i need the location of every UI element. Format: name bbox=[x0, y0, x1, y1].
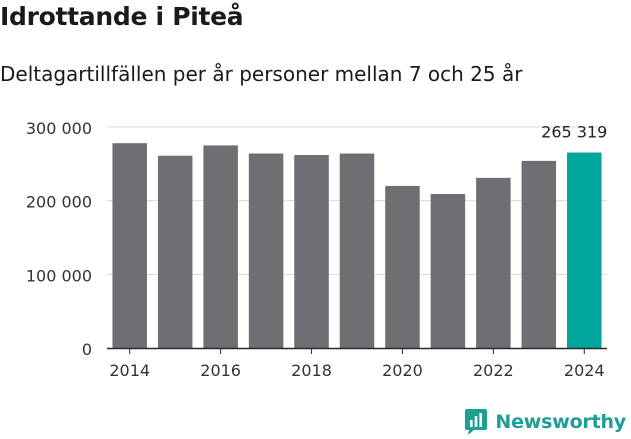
x-tick-label: 2014 bbox=[109, 361, 150, 380]
bar-2017 bbox=[248, 153, 284, 348]
brand-logo[interactable]: Newsworthy bbox=[463, 405, 626, 439]
x-tick-label: 2018 bbox=[291, 361, 332, 380]
chart-subtitle: Deltagartillfällen per år personer mella… bbox=[0, 62, 523, 86]
highlight-data-label: 265 319 bbox=[541, 123, 607, 142]
brand-name: Newsworthy bbox=[495, 411, 626, 433]
bar-2016 bbox=[203, 145, 238, 348]
newsworthy-logo-icon bbox=[465, 409, 488, 435]
bar-2021 bbox=[430, 194, 466, 348]
x-tick-label: 2016 bbox=[200, 361, 241, 380]
bar-2015 bbox=[157, 155, 193, 348]
x-tick-label: 2020 bbox=[382, 361, 423, 380]
x-tick-label: 2022 bbox=[473, 361, 514, 380]
y-tick-label: 300 000 bbox=[26, 119, 92, 138]
bar-2014 bbox=[112, 143, 147, 348]
bar-2022 bbox=[476, 177, 511, 348]
x-tick-label: 2024 bbox=[564, 361, 605, 380]
bar-2023 bbox=[521, 160, 557, 348]
bar-2018 bbox=[294, 154, 329, 348]
chart-title: Idrottande i Piteå bbox=[0, 2, 244, 31]
y-tick-label: 100 000 bbox=[26, 266, 92, 285]
bar-chart: 0 100 000 200 000 300 000 2014 2016 2018 2020 20… bbox=[26, 119, 608, 380]
bar-2020 bbox=[385, 185, 420, 348]
bar-2024 bbox=[567, 152, 602, 348]
y-tick-label: 200 000 bbox=[26, 193, 92, 212]
y-tick-label: 0 bbox=[82, 340, 92, 359]
bar-2019 bbox=[339, 153, 375, 348]
